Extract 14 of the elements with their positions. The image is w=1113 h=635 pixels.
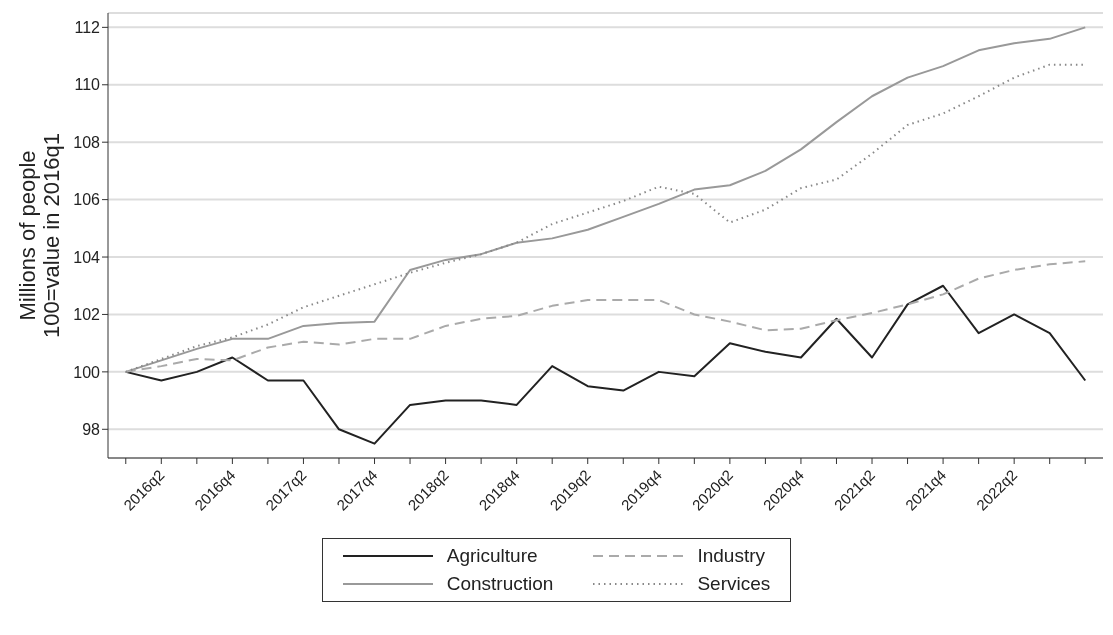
- legend-label: Industry: [697, 545, 765, 567]
- y-axis-title: Millions of people 100=value in 2016q1: [15, 133, 64, 338]
- y-tick-label: 98: [82, 420, 101, 438]
- legend-label: Construction: [446, 573, 554, 595]
- y-tick-label: 108: [73, 133, 101, 151]
- legend-label: Agriculture: [446, 545, 538, 567]
- legend-label: Services: [697, 573, 771, 595]
- line-series: [124, 260, 1087, 373]
- y-tick-label: 112: [74, 19, 101, 37]
- y-tick-label: 100: [73, 363, 101, 381]
- y-tick-label: 106: [73, 191, 101, 209]
- y-tick-label: 102: [73, 306, 101, 324]
- y-tick-label: 104: [73, 248, 101, 266]
- y-tick-label: 110: [74, 76, 101, 94]
